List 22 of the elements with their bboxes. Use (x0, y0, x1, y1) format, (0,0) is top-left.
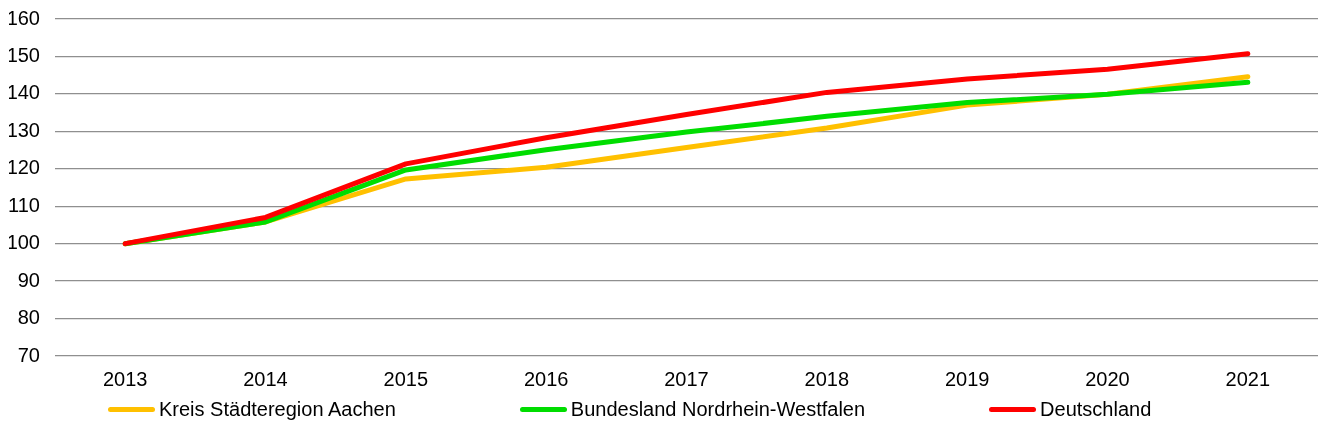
x-tick-label: 2015 (383, 367, 429, 390)
y-tick-label: 150 (6, 43, 40, 66)
x-tick-label: 2017 (664, 367, 709, 390)
legend-label: Kreis Städteregion Aachen (159, 398, 396, 420)
legend-label: Bundesland Nordrhein-Westfalen (570, 398, 866, 420)
x-tick-label: 2020 (1085, 367, 1130, 390)
y-tick-label: 120 (6, 156, 40, 179)
y-tick-label: 140 (6, 81, 40, 104)
y-tick-label: 80 (17, 306, 40, 329)
y-tick-label: 130 (6, 118, 40, 141)
x-tick-label: 2013 (102, 367, 148, 390)
x-tick-label: 2021 (1225, 367, 1271, 390)
y-tick-label: 110 (8, 193, 40, 216)
y-tick-label: 70 (17, 343, 40, 366)
x-tick-label: 2016 (523, 367, 569, 390)
y-tick-label: 100 (6, 231, 40, 254)
x-tick-label: 2019 (944, 367, 990, 390)
legend-label: Deutschland (1040, 398, 1152, 420)
x-tick-label: 2018 (804, 367, 850, 390)
x-tick-label: 2014 (243, 367, 288, 390)
y-tick-label: 160 (6, 6, 40, 29)
y-tick-label: 90 (17, 268, 40, 291)
